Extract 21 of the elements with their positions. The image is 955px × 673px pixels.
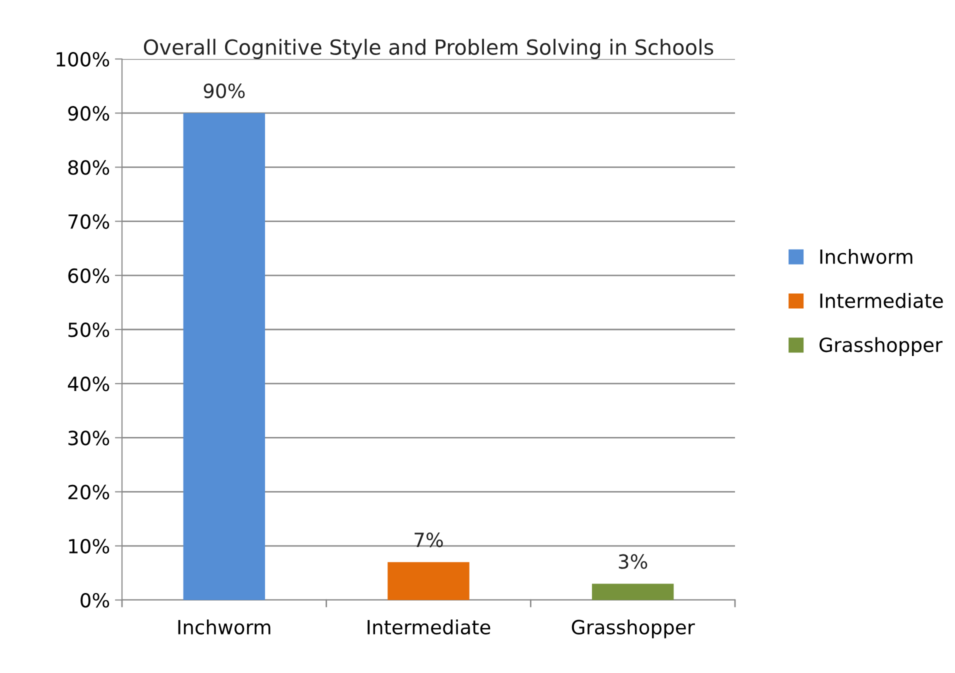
x-tick-label: Grasshopper [572,619,695,638]
y-tick-label: 40% [68,376,110,392]
text: 7% [414,532,443,548]
y-tick-label: 10% [69,538,110,554]
x-tick-label: Inchworm [178,619,270,634]
y-tick-label: 30% [68,430,110,446]
legend-label: Inchworm [820,248,912,264]
legend-label: Intermediate [820,293,943,308]
y-tick-label: 80% [68,160,110,175]
y-tick-label: 70% [68,214,110,229]
y-tick-label: 0% [80,592,110,608]
chart-title: Overall Cognitive Style and Problem Solving in Schools [144,38,714,59]
y-tick-label: 100% [56,52,110,67]
y-tick-label: 60% [68,268,110,284]
y-tick-label: 90% [68,106,110,121]
legend-label: Grasshopper [820,337,943,356]
text: 90% [204,84,245,98]
y-tick-label: 50% [68,322,110,338]
x-tick-label: Intermediate [368,619,490,634]
text: 3% [618,554,648,569]
y-tick-label: 20% [68,484,110,500]
